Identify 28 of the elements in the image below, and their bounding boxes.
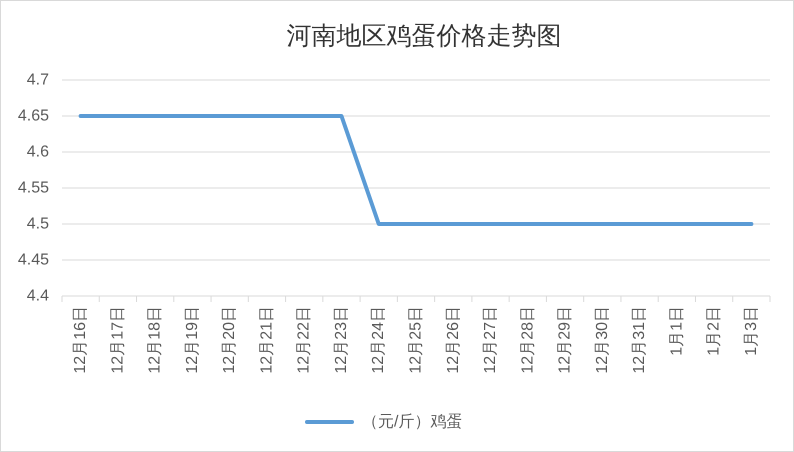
- x-tick-label: 12月30日: [594, 306, 611, 374]
- x-tick-label: 1月2日: [706, 306, 723, 356]
- legend-label: （元/斤）鸡蛋: [362, 414, 462, 430]
- x-tick-label: 12月16日: [72, 306, 90, 374]
- y-tick-label: 4.4: [26, 288, 49, 304]
- x-tick-label: 12月20日: [221, 306, 238, 374]
- x-tick-label: 12月18日: [146, 306, 164, 374]
- title: 河南地区鸡蛋价格走势图: [286, 23, 562, 50]
- x-tick-label: 12月19日: [184, 306, 201, 374]
- x-tick-label: 12月28日: [519, 306, 536, 374]
- y-tick-label: 4.45: [18, 252, 49, 268]
- x-tick-label: 12月31日: [631, 306, 648, 374]
- y-tick-label: 4.5: [26, 216, 49, 232]
- x-tick-label: 12月17日: [109, 306, 126, 374]
- x-tick-label: 12月24日: [370, 306, 388, 374]
- x-tick-label: 12月26日: [444, 306, 462, 374]
- x-tick-label: 12月23日: [332, 306, 350, 374]
- x-tick-label: 1月1日: [668, 306, 686, 356]
- x-tick-label: 12月27日: [482, 306, 500, 374]
- x-tick-label: 12月25日: [408, 306, 424, 374]
- x-tick-label: 12月21日: [258, 306, 276, 374]
- y-tick-label: 4.65: [18, 108, 49, 124]
- x-tick-label: 12月29日: [556, 306, 574, 374]
- y-tick-label: 4.6: [26, 144, 49, 160]
- y-tick-label: 4.7: [26, 72, 49, 88]
- x-tick-label: 12月22日: [296, 306, 313, 374]
- y-tick-label: 4.55: [18, 180, 49, 196]
- x-tick-label: 1月3日: [742, 306, 760, 356]
